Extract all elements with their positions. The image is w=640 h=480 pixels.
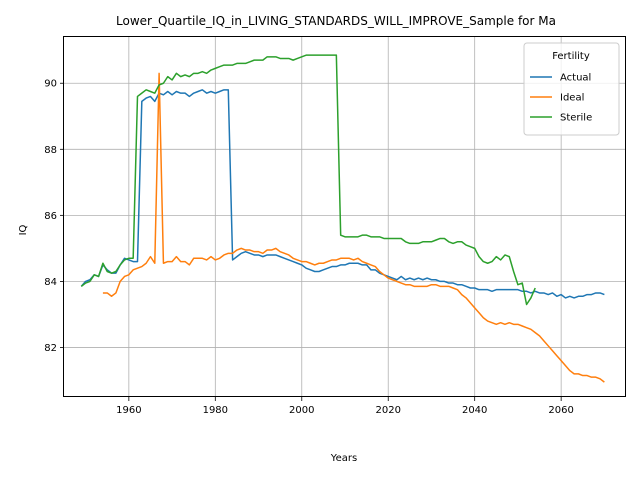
chart-title: Lower_Quartile_IQ_in_LIVING_STANDARDS_WI…	[116, 14, 556, 28]
axis-ticks: 1960 1980 2000 2020 2040 2060 82 84 86 88 90	[44, 79, 574, 416]
legend-label-actual: Actual	[560, 73, 591, 84]
x-tick-label: 2020	[376, 405, 401, 416]
y-tick-label: 84	[44, 277, 57, 288]
x-tick-label: 2060	[548, 405, 573, 416]
y-axis-label: IQ	[18, 224, 29, 235]
y-tick-label: 86	[44, 211, 57, 222]
x-tick-label: 2000	[289, 405, 314, 416]
legend-label-sterile: Sterile	[560, 113, 592, 124]
series-line-sterile	[80, 54, 536, 306]
plot-frame	[63, 36, 626, 397]
series-line-ideal	[102, 72, 605, 383]
legend-title: Fertility	[552, 51, 590, 62]
x-tick-label: 1980	[203, 405, 228, 416]
legend-label-ideal: Ideal	[560, 93, 584, 104]
legend-box	[523, 42, 620, 136]
x-tick-label: 2040	[462, 405, 487, 416]
x-tick-label: 1960	[116, 405, 141, 416]
x-axis-label: Years	[330, 453, 357, 464]
y-tick-label: 88	[44, 145, 57, 156]
y-tick-label: 82	[44, 343, 57, 354]
series-line-actual	[80, 89, 605, 299]
y-tick-label: 90	[44, 79, 57, 90]
series-lines	[80, 54, 605, 383]
legend: Fertility Actual Ideal Sterile	[523, 42, 620, 136]
legend-entries: Actual Ideal Sterile	[530, 73, 592, 124]
